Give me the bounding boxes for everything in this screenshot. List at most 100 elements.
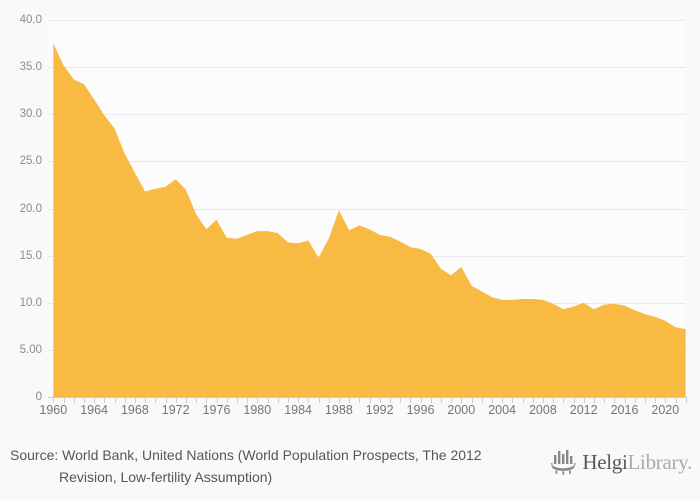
x-tick <box>236 398 238 403</box>
y-tick-label: 40.0 <box>19 14 42 26</box>
x-tick <box>440 398 442 403</box>
x-tick-label: 1984 <box>284 403 312 417</box>
x-tick <box>553 398 555 403</box>
x-tick <box>63 398 65 403</box>
x-tick <box>349 398 351 403</box>
x-tick-label: 2016 <box>610 403 639 417</box>
helgi-ship-icon <box>550 450 577 475</box>
logo-text-library: Library. <box>627 449 693 474</box>
area-series-shape <box>53 43 686 397</box>
x-tick <box>389 398 391 403</box>
x-tick <box>247 398 249 403</box>
x-tick <box>226 398 228 403</box>
x-tick <box>624 398 626 403</box>
x-tick-label: 2020 <box>651 403 680 417</box>
x-tick <box>583 398 585 403</box>
y-tick-label: 35.0 <box>19 61 42 74</box>
y-tick-label: 20.0 <box>19 202 42 215</box>
source-line-2: Revision, Low-fertility Assumption) <box>59 469 273 485</box>
x-tick-label: 1980 <box>243 403 272 417</box>
y-tick-label: 10.0 <box>19 296 42 309</box>
x-tick <box>267 398 269 403</box>
x-tick <box>298 398 300 403</box>
x-tick-label: 1964 <box>80 403 108 417</box>
x-tick <box>675 398 677 403</box>
gridline <box>48 20 686 21</box>
x-tick <box>573 398 575 403</box>
x-tick-label: 1968 <box>120 403 149 417</box>
source-note: Source: World Bank, United Nations (Worl… <box>10 444 482 488</box>
x-tick <box>328 398 330 403</box>
gridline <box>48 161 686 163</box>
x-tick <box>175 398 177 403</box>
x-tick <box>430 398 432 403</box>
x-tick <box>665 398 667 403</box>
gridline <box>48 208 686 210</box>
logo-wordmark: HelgiLibrary. <box>582 450 692 475</box>
x-tick <box>53 398 55 403</box>
x-tick <box>94 398 96 403</box>
x-tick <box>104 398 106 403</box>
x-tick <box>73 398 75 403</box>
x-tick <box>604 398 606 403</box>
x-tick <box>277 398 279 403</box>
x-tick <box>287 398 289 403</box>
x-tick <box>471 398 473 403</box>
logo-text-helgi: Helgi <box>582 449 628 474</box>
x-tick <box>114 398 116 403</box>
x-tick <box>634 398 636 403</box>
y-tick-label: 15.0 <box>19 249 42 262</box>
x-tick <box>196 398 198 403</box>
x-tick <box>155 398 157 403</box>
gridline <box>48 67 686 69</box>
x-tick <box>655 398 657 403</box>
x-tick <box>124 398 126 403</box>
y-tick-label: 5.00 <box>19 343 42 356</box>
source-line-1: Source: World Bank, United Nations (Worl… <box>10 447 482 463</box>
x-tick-label: 2012 <box>569 403 598 417</box>
x-tick <box>563 398 565 403</box>
x-tick <box>400 398 402 403</box>
x-tick-label: 1976 <box>202 403 231 417</box>
x-tick <box>461 398 463 403</box>
y-tick-label: 0 <box>35 391 42 403</box>
x-tick-label: 2000 <box>447 403 476 417</box>
x-tick-label: 1960 <box>39 403 68 417</box>
x-tick <box>420 398 422 403</box>
x-tick <box>369 398 371 403</box>
x-tick <box>379 398 381 403</box>
x-tick <box>644 398 646 403</box>
x-tick <box>542 398 544 403</box>
area-series <box>53 43 686 397</box>
x-axis-line <box>48 397 687 398</box>
helgi-library-logo[interactable]: HelgiLibrary. <box>550 448 692 476</box>
y-tick-label: 30.0 <box>19 108 42 121</box>
x-tick <box>685 398 687 403</box>
x-tick-label: 1992 <box>365 403 394 417</box>
x-tick <box>451 398 453 403</box>
x-tick <box>165 398 167 403</box>
x-tick <box>83 398 85 403</box>
x-tick <box>593 398 595 403</box>
x-tick <box>410 398 412 403</box>
x-tick <box>185 398 187 403</box>
x-tick-label: 1988 <box>324 403 353 417</box>
x-tick <box>134 398 136 403</box>
x-tick <box>532 398 534 403</box>
x-tick <box>145 398 147 403</box>
x-tick <box>257 398 259 403</box>
gridline <box>48 114 686 116</box>
plot-area <box>48 20 686 397</box>
x-tick <box>216 398 218 403</box>
x-tick <box>491 398 493 403</box>
x-tick <box>338 398 340 403</box>
x-tick <box>481 398 483 403</box>
x-tick <box>359 398 361 403</box>
x-tick-label: 1996 <box>406 403 435 417</box>
x-tick-label: 1972 <box>161 403 190 417</box>
x-tick <box>522 398 524 403</box>
x-tick-label: 2004 <box>488 403 516 417</box>
x-tick <box>308 398 310 403</box>
x-tick <box>318 398 320 403</box>
